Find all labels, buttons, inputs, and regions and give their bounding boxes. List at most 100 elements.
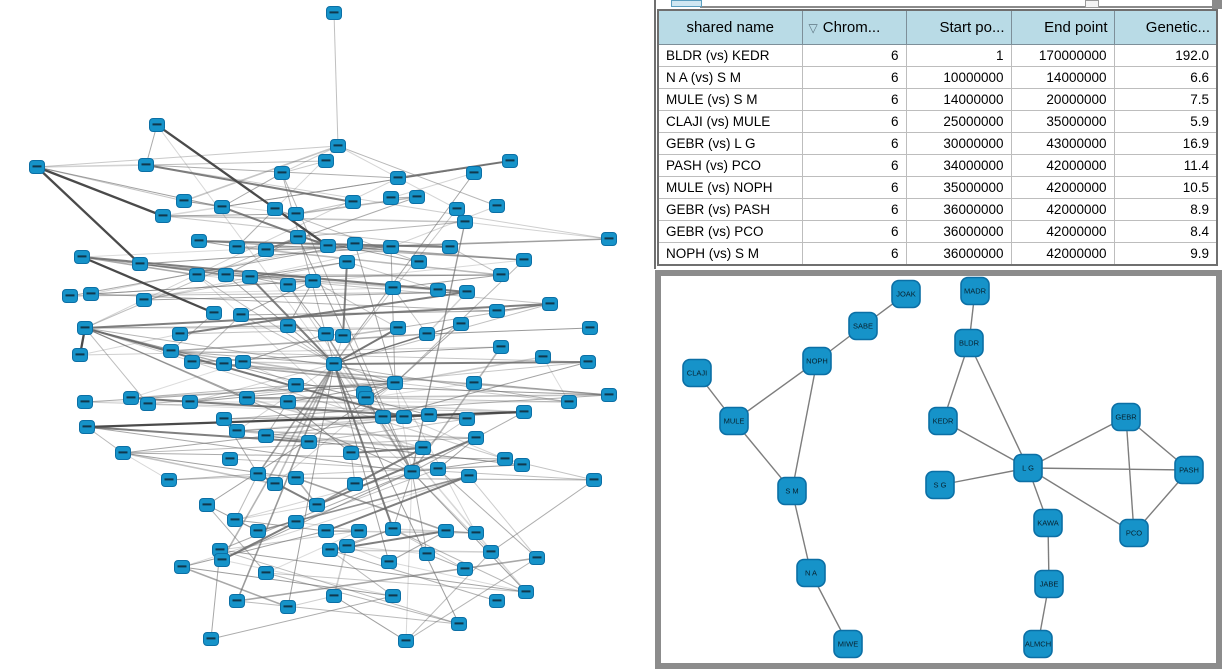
network-node[interactable] <box>280 600 296 614</box>
cell-value[interactable]: 25000000 <box>905 110 1012 133</box>
network-node[interactable] <box>502 154 518 168</box>
network-node[interactable] <box>216 412 232 426</box>
cell-value[interactable]: 6 <box>801 220 907 243</box>
network-node[interactable] <box>345 195 361 209</box>
network-node[interactable] <box>233 308 249 322</box>
column-header-3[interactable]: End point <box>1010 9 1115 45</box>
network-node[interactable] <box>227 513 243 527</box>
cell-value[interactable]: 11.4 <box>1113 154 1218 177</box>
network-node[interactable] <box>206 306 222 320</box>
network-node-bldr[interactable]: BLDR <box>954 328 984 358</box>
network-node[interactable] <box>267 202 283 216</box>
cell-value[interactable]: 9.9 <box>1113 242 1218 266</box>
network-node[interactable] <box>138 158 154 172</box>
network-node[interactable] <box>149 118 165 132</box>
cell-value[interactable]: 20000000 <box>1010 88 1115 111</box>
detail-network-canvas[interactable]: JOAK MADR SABE BLDR NOPH CLAJI MULE KEDR GEBR L G… <box>661 276 1216 663</box>
cell-shared-name[interactable]: GEBR (vs) PASH <box>657 198 803 221</box>
cell-value[interactable]: 42000000 <box>1010 176 1115 199</box>
network-node[interactable] <box>381 555 397 569</box>
cell-value[interactable]: 6.6 <box>1113 66 1218 89</box>
network-node[interactable] <box>290 230 306 244</box>
network-node[interactable] <box>335 329 351 343</box>
network-node[interactable] <box>318 154 334 168</box>
cell-value[interactable]: 16.9 <box>1113 132 1218 155</box>
network-node[interactable] <box>155 209 171 223</box>
network-node[interactable] <box>586 473 602 487</box>
network-node[interactable] <box>288 471 304 485</box>
network-node[interactable] <box>421 408 437 422</box>
cell-value[interactable]: 42000000 <box>1010 220 1115 243</box>
network-node[interactable] <box>77 395 93 409</box>
overview-network-canvas[interactable] <box>0 0 648 669</box>
cell-shared-name[interactable]: GEBR (vs) PCO <box>657 220 803 243</box>
network-node-miwe[interactable]: MIWE <box>833 629 863 659</box>
network-node[interactable] <box>29 160 45 174</box>
table-row[interactable]: MULE (vs) NOPH 6 35000000 42000000 10.5 <box>657 176 1218 199</box>
network-node[interactable] <box>242 270 258 284</box>
cell-shared-name[interactable]: NOPH (vs) S M <box>657 242 803 266</box>
network-node[interactable] <box>77 321 93 335</box>
network-node[interactable] <box>62 289 78 303</box>
network-node[interactable] <box>347 237 363 251</box>
cell-value[interactable]: 14000000 <box>1010 66 1115 89</box>
cell-value[interactable]: 43000000 <box>1010 132 1115 155</box>
cell-shared-name[interactable]: PASH (vs) PCO <box>657 154 803 177</box>
cell-value[interactable]: 6 <box>801 154 907 177</box>
network-node-claji[interactable]: CLAJI <box>682 358 712 388</box>
network-node[interactable] <box>489 594 505 608</box>
cell-value[interactable]: 36000000 <box>905 242 1012 266</box>
cell-value[interactable]: 14000000 <box>905 88 1012 111</box>
table-row[interactable]: BLDR (vs) KEDR 6 1 170000000 192.0 <box>657 44 1218 67</box>
table-row[interactable]: GEBR (vs) PCO 6 36000000 42000000 8.4 <box>657 220 1218 243</box>
cell-value[interactable]: 5.9 <box>1113 110 1218 133</box>
network-node[interactable] <box>176 194 192 208</box>
scrollbar-thumb[interactable] <box>1085 0 1099 8</box>
network-node[interactable] <box>375 410 391 424</box>
network-node[interactable] <box>438 524 454 538</box>
network-node[interactable] <box>189 268 205 282</box>
network-node[interactable] <box>288 515 304 529</box>
cell-value[interactable]: 6 <box>801 242 907 266</box>
network-node[interactable] <box>601 232 617 246</box>
cell-value[interactable]: 6 <box>801 110 907 133</box>
cell-value[interactable]: 42000000 <box>1010 198 1115 221</box>
network-node[interactable] <box>322 543 338 557</box>
network-node[interactable] <box>326 589 342 603</box>
network-node[interactable] <box>216 357 232 371</box>
network-node[interactable] <box>461 469 477 483</box>
network-node[interactable] <box>404 465 420 479</box>
cell-value[interactable]: 7.5 <box>1113 88 1218 111</box>
network-node[interactable] <box>258 566 274 580</box>
column-header-2[interactable]: Start po... <box>905 9 1012 45</box>
network-node[interactable] <box>358 391 374 405</box>
network-node[interactable] <box>529 551 545 565</box>
network-node[interactable] <box>267 477 283 491</box>
network-node[interactable] <box>301 435 317 449</box>
cell-value[interactable]: 6 <box>801 66 907 89</box>
network-node[interactable] <box>489 304 505 318</box>
network-node[interactable] <box>318 524 334 538</box>
cell-value[interactable]: 36000000 <box>905 198 1012 221</box>
network-node[interactable] <box>339 539 355 553</box>
cell-value[interactable]: 6 <box>801 198 907 221</box>
network-node-pco[interactable]: PCO <box>1119 518 1149 548</box>
network-node[interactable] <box>409 190 425 204</box>
network-node[interactable] <box>383 191 399 205</box>
network-node[interactable] <box>214 200 230 214</box>
network-node-pash[interactable]: PASH <box>1174 455 1204 485</box>
network-node[interactable] <box>172 327 188 341</box>
cell-value[interactable]: 10.5 <box>1113 176 1218 199</box>
network-node[interactable] <box>385 522 401 536</box>
network-node[interactable] <box>385 589 401 603</box>
network-node[interactable] <box>229 424 245 438</box>
network-node[interactable] <box>411 255 427 269</box>
network-node[interactable] <box>280 278 296 292</box>
network-node[interactable] <box>79 420 95 434</box>
cell-value[interactable]: 42000000 <box>1010 154 1115 177</box>
network-node[interactable] <box>326 6 342 20</box>
cell-value[interactable]: 170000000 <box>1010 44 1115 67</box>
network-node[interactable] <box>203 632 219 646</box>
network-node[interactable] <box>250 467 266 481</box>
network-node-gebr[interactable]: GEBR <box>1111 402 1141 432</box>
